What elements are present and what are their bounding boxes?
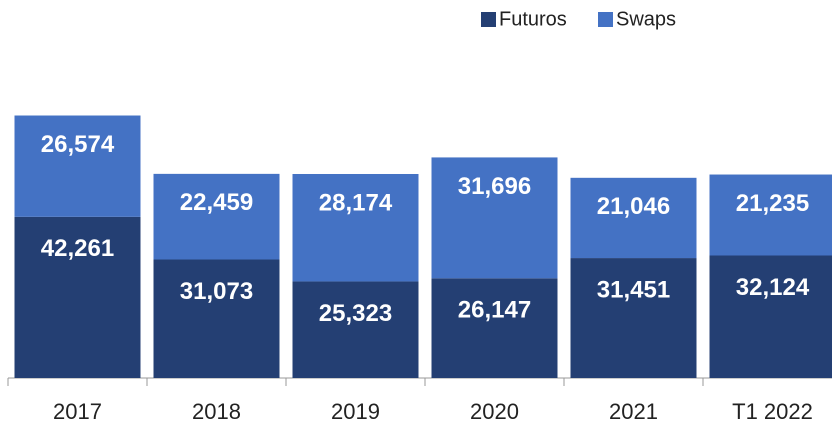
- data-label: 32,124: [736, 274, 810, 301]
- bar-segment: [431, 157, 558, 279]
- data-label: 31,073: [180, 278, 253, 305]
- data-label: 26,147: [458, 297, 531, 324]
- bar-segment: [14, 115, 141, 217]
- x-tick-label: 2020: [470, 399, 519, 424]
- legend-label: Swaps: [616, 8, 676, 30]
- bar-segment: [153, 173, 280, 260]
- bar-segment: [153, 259, 280, 378]
- x-tick-label: 2019: [331, 399, 380, 424]
- data-label: 21,235: [736, 190, 809, 217]
- data-label: 42,261: [41, 235, 114, 262]
- bar-segment: [570, 177, 697, 259]
- bar-segment: [431, 278, 558, 378]
- data-label: 26,574: [41, 131, 115, 158]
- data-label: 31,696: [458, 173, 531, 200]
- data-label: 25,323: [319, 300, 392, 327]
- bar-segment: [14, 216, 141, 378]
- data-label: 22,459: [180, 189, 253, 216]
- x-tick-label: 2021: [609, 399, 658, 424]
- bar-segment: [292, 173, 419, 282]
- bar-segment: [292, 281, 419, 378]
- data-label: 31,451: [597, 276, 670, 303]
- x-tick-label: 2017: [53, 399, 102, 424]
- data-label: 21,046: [597, 193, 670, 220]
- legend-swatch: [598, 12, 613, 27]
- x-tick-label: T1 2022: [732, 399, 813, 424]
- bar-segment: [709, 255, 832, 378]
- bar-segment: [570, 258, 697, 378]
- x-tick-label: 2018: [192, 399, 241, 424]
- data-label: 28,174: [319, 189, 393, 216]
- bar-segment: [709, 174, 832, 256]
- legend-label: Futuros: [499, 8, 567, 30]
- legend-swatch: [481, 12, 496, 27]
